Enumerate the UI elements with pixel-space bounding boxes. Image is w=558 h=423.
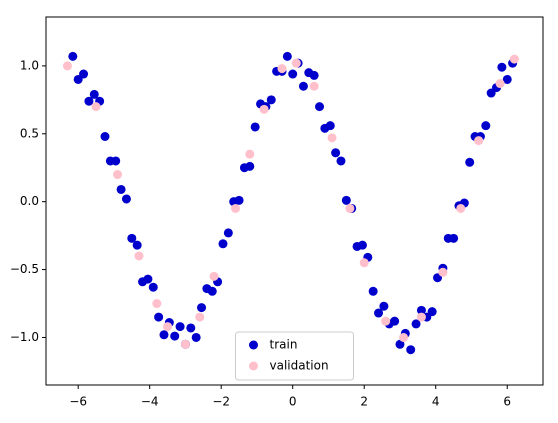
point [89, 89, 99, 99]
point [186, 323, 196, 333]
point [497, 62, 507, 72]
point [121, 194, 131, 204]
point [336, 156, 346, 166]
point [509, 54, 519, 64]
point [374, 308, 384, 318]
y-tick-label: 0.5 [20, 126, 39, 140]
point [399, 332, 409, 342]
x-tick-label: −4 [141, 395, 159, 409]
point [154, 312, 164, 322]
point [325, 121, 335, 131]
point [234, 195, 244, 205]
point [259, 104, 269, 114]
legend-label: train [270, 338, 298, 352]
point [390, 316, 400, 326]
point [180, 339, 190, 349]
plot-frame [45, 16, 544, 386]
point [368, 286, 378, 296]
point [116, 184, 126, 194]
x-tick-label: −6 [69, 395, 87, 409]
point [152, 299, 162, 309]
point [427, 307, 437, 317]
point [359, 258, 369, 268]
legend-marker [249, 340, 258, 350]
point [132, 240, 142, 250]
y-tick-label: 0.0 [20, 194, 39, 208]
point [163, 322, 173, 332]
point [474, 136, 484, 146]
point [395, 339, 405, 349]
point [148, 282, 158, 292]
x-tick-label: −2 [212, 395, 230, 409]
point [298, 81, 308, 91]
point [416, 305, 426, 315]
point [327, 133, 337, 143]
point [288, 69, 298, 79]
x-tick-label: 0 [289, 395, 297, 409]
point [438, 267, 448, 277]
x-tick-label: 2 [360, 395, 368, 409]
point [245, 149, 255, 159]
point [195, 312, 205, 322]
point [218, 239, 228, 249]
point [456, 203, 466, 213]
point [159, 330, 169, 340]
point [197, 303, 207, 313]
point [416, 312, 426, 322]
point [411, 319, 421, 329]
point [357, 240, 367, 250]
point [379, 301, 389, 311]
point [345, 203, 355, 213]
point [277, 64, 287, 74]
legend [235, 331, 354, 381]
point [341, 195, 351, 205]
point [309, 70, 319, 80]
point [113, 170, 123, 180]
point [291, 58, 301, 68]
y-tick-label: −0.5 [10, 262, 39, 276]
point [309, 81, 319, 91]
point [406, 345, 416, 355]
point [282, 51, 292, 61]
x-tick-label: 4 [432, 395, 440, 409]
point [175, 322, 185, 332]
point [381, 316, 391, 326]
point [100, 131, 110, 141]
point [143, 274, 153, 284]
point [266, 95, 276, 105]
point [207, 286, 217, 296]
point [84, 96, 94, 106]
point [79, 69, 89, 79]
point [223, 228, 233, 238]
point [502, 74, 512, 84]
point [331, 148, 341, 158]
legend-marker [249, 361, 258, 371]
point [250, 122, 260, 132]
legend-label: validation [270, 359, 329, 373]
point [465, 157, 475, 167]
point [449, 233, 459, 243]
x-tick-label: 6 [503, 395, 511, 409]
point [91, 102, 101, 112]
point [127, 233, 137, 243]
point [481, 121, 491, 131]
point [111, 156, 121, 166]
point [134, 251, 144, 261]
point [209, 271, 219, 281]
point [495, 79, 505, 89]
point [245, 161, 255, 171]
point [315, 102, 325, 112]
point [191, 332, 201, 342]
y-tick-label: 1.0 [20, 58, 39, 72]
point [170, 331, 180, 341]
y-tick-label: −1.0 [10, 330, 39, 344]
point [62, 61, 72, 71]
point [68, 51, 78, 61]
point [231, 203, 241, 213]
